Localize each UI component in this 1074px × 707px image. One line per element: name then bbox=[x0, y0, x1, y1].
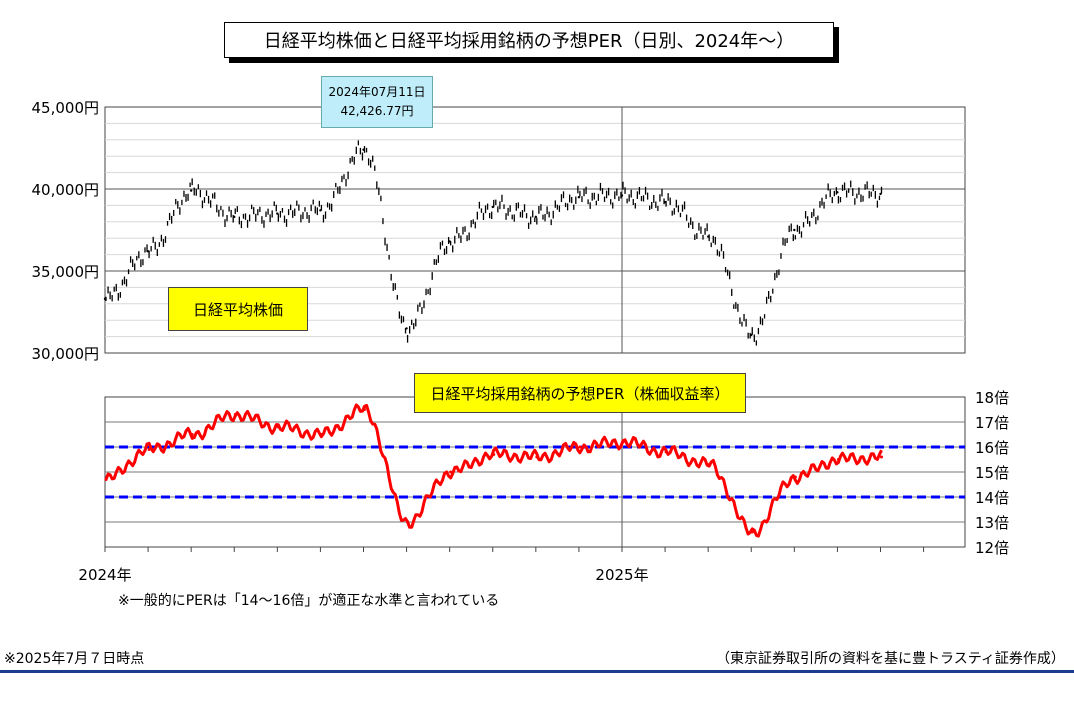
x-tick-label: 2025年 bbox=[595, 566, 648, 584]
price-y-tick-label: 35,000円 bbox=[32, 263, 100, 281]
per-y-tick-label: 13倍 bbox=[975, 514, 1009, 532]
per-series bbox=[104, 403, 883, 538]
per-point bbox=[406, 520, 410, 524]
per-point bbox=[836, 458, 840, 461]
per-point bbox=[319, 433, 323, 436]
price-y-tick-label: 40,000円 bbox=[32, 181, 100, 199]
price-point bbox=[319, 209, 322, 212]
price-point bbox=[491, 205, 494, 209]
per-point bbox=[104, 478, 108, 481]
per-point bbox=[664, 450, 668, 454]
price-point bbox=[146, 250, 150, 253]
price-point bbox=[577, 196, 581, 199]
price-point bbox=[663, 200, 667, 204]
chart-title: 日経平均株価と日経平均採用銘柄の予想PER（日別、2024年～） bbox=[224, 22, 834, 58]
peak-callout: 2024年07月11日 42,426.77円 bbox=[321, 76, 433, 128]
price-series bbox=[103, 140, 883, 346]
per-point bbox=[276, 425, 280, 429]
per-note: ※一般的にPERは「14～16倍」が適正な水準と言われている bbox=[118, 593, 500, 609]
per-point bbox=[535, 455, 539, 459]
per-point bbox=[880, 455, 883, 459]
per-y-tick-label: 18倍 bbox=[975, 389, 1009, 407]
per-point bbox=[190, 433, 194, 436]
per-point bbox=[707, 463, 711, 466]
per-legend: 日経平均採用銘柄の予想PER（株価収益率） bbox=[414, 373, 746, 413]
price-point bbox=[405, 327, 408, 330]
per-y-tick-label: 12倍 bbox=[975, 539, 1009, 557]
price-point bbox=[879, 192, 882, 196]
per-point bbox=[363, 408, 366, 411]
footer-right: （東京証券取引所の資料を基に豊トラスティ証券作成） bbox=[716, 651, 1065, 667]
x-tick-label: 2024年 bbox=[78, 566, 131, 584]
per-point bbox=[793, 475, 797, 479]
per-point bbox=[578, 445, 582, 449]
per-grid bbox=[104, 396, 966, 552]
per-point bbox=[233, 413, 237, 416]
per-point bbox=[492, 453, 496, 456]
per-y-ticks: 12倍 13倍 14倍 15倍 16倍 17倍 18倍 bbox=[975, 389, 1009, 557]
per-point bbox=[750, 530, 754, 534]
callout-date: 2024年07月11日 bbox=[328, 85, 426, 99]
price-plot-frame bbox=[104, 106, 966, 354]
x-ticks: 2024年 2025年 bbox=[78, 566, 648, 584]
price-point bbox=[750, 333, 753, 337]
price-point bbox=[793, 228, 796, 232]
per-y-tick-label: 17倍 bbox=[975, 414, 1009, 432]
price-point bbox=[189, 189, 193, 192]
footer-left: ※2025年7月７日時点 bbox=[4, 651, 145, 667]
price-point bbox=[620, 194, 624, 197]
price-legend: 日経平均株価 bbox=[168, 287, 308, 331]
price-point bbox=[276, 212, 279, 215]
price-y-tick-label: 30,000円 bbox=[32, 345, 100, 363]
price-point bbox=[103, 297, 107, 301]
price-y-tick-label: 45,000円 bbox=[32, 99, 100, 117]
price-point bbox=[448, 240, 451, 243]
per-line bbox=[104, 403, 883, 538]
footer-rule bbox=[0, 670, 1074, 673]
callout-value: 42,426.77円 bbox=[340, 104, 414, 118]
per-y-tick-label: 15倍 bbox=[975, 464, 1009, 482]
price-point bbox=[836, 191, 839, 194]
price-point bbox=[706, 235, 710, 238]
price-point bbox=[534, 215, 538, 219]
per-y-tick-label: 14倍 bbox=[975, 489, 1009, 507]
price-point bbox=[362, 148, 365, 151]
price-y-ticks: 30,000円 35,000円 40,000円 45,000円 bbox=[32, 99, 100, 363]
per-point bbox=[147, 448, 151, 451]
per-point bbox=[621, 440, 625, 444]
price-point bbox=[233, 215, 236, 219]
per-point bbox=[449, 470, 453, 474]
per-y-tick-label: 16倍 bbox=[975, 439, 1009, 457]
